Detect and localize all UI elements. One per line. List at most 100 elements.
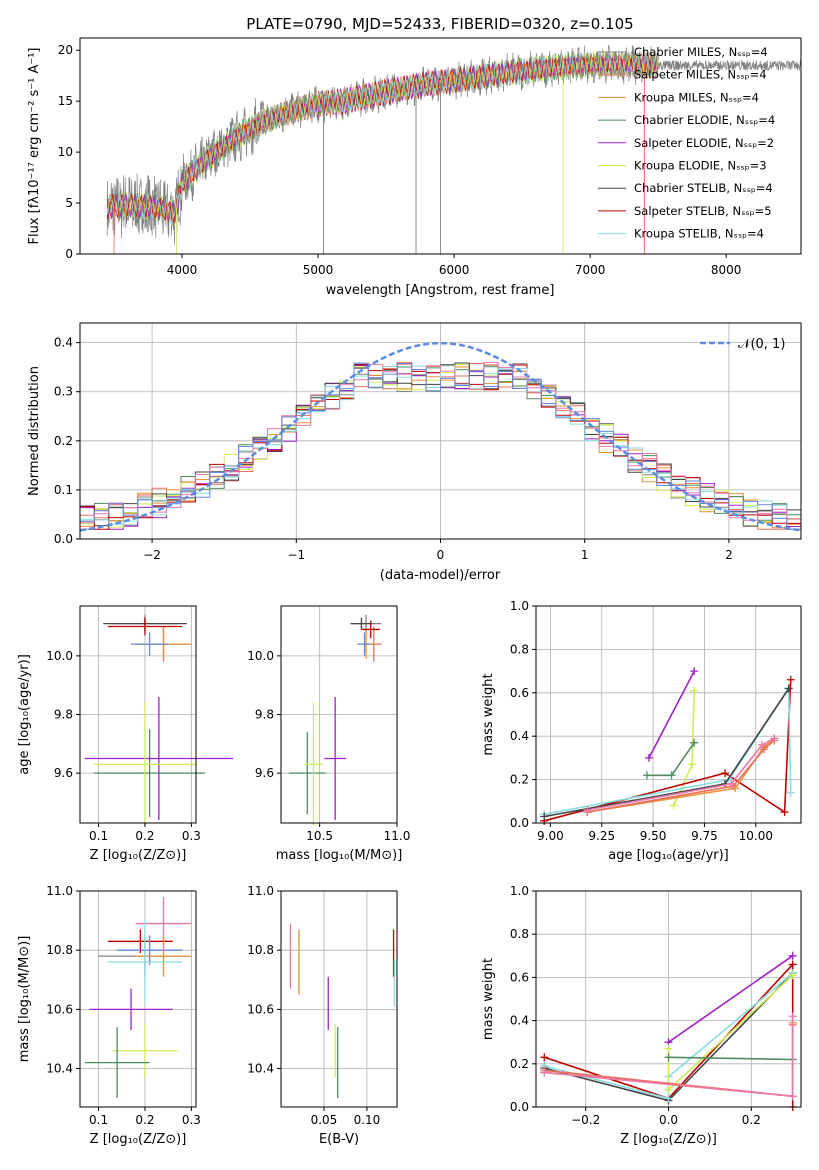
- y-tick-label: 0.2: [54, 434, 73, 448]
- residual-legend: 𝒩(0, 1): [700, 337, 785, 352]
- y-tick-label: 0: [65, 247, 73, 261]
- y-tick-label: 10.0: [46, 649, 73, 663]
- mass-weight-marker: [786, 788, 795, 797]
- y-tick-label: 0.8: [510, 642, 529, 656]
- mass-weight-line: [648, 670, 695, 759]
- y-tick-label: 0.3: [54, 385, 73, 399]
- x-tick-label: 0.1: [89, 1113, 108, 1127]
- mass-weight-line: [587, 737, 775, 813]
- model-spectrum: [106, 51, 659, 224]
- y-tick-label: 10.6: [46, 1002, 73, 1016]
- x-tick-label: 1: [581, 548, 589, 562]
- model-spectrum: [106, 50, 659, 226]
- x-tick-label: 0: [437, 548, 445, 562]
- mass-weight-marker: [720, 769, 729, 778]
- y-tick-label: 10.4: [247, 1062, 274, 1076]
- age-vs-mass-panel: 10.5 11.0 9.6 9.8 10.0 mass [log₁₀(M/M⊙)]: [247, 605, 411, 863]
- y-tick-label: 9.6: [255, 766, 274, 780]
- legend-label: Salpeter STELIB, Nₛₛₚ=5: [634, 204, 772, 218]
- x-tick-label: 6000: [439, 263, 470, 277]
- y-axis-label: mass weight: [481, 958, 496, 1040]
- y-tick-label: 0.1: [54, 483, 73, 497]
- x-axis-label: age [log₁₀(age/yr)]: [608, 848, 729, 863]
- mass-weight-marker: [690, 667, 699, 676]
- x-tick-label: 0.3: [182, 829, 201, 843]
- residual-xlabel: (data-model)/error: [380, 568, 501, 583]
- mass-weight-marker: [642, 771, 651, 780]
- x-tick-label: 2: [725, 548, 733, 562]
- legend-label: Kroupa STELIB, Nₛₛₚ=4: [634, 227, 764, 241]
- x-tick-label: 11.0: [384, 829, 411, 843]
- x-tick-label: 4000: [167, 263, 198, 277]
- mass-weight-line: [668, 955, 794, 1043]
- y-tick-label: 10.8: [46, 943, 73, 957]
- x-tick-label: 9.25: [588, 829, 615, 843]
- y-tick-label: 0.6: [510, 970, 529, 984]
- y-tick-label: 9.6: [54, 766, 73, 780]
- y-tick-label: 20: [58, 43, 73, 57]
- legend-label: Chabrier ELODIE, Nₛₛₚ=4: [634, 113, 775, 127]
- y-tick-label: 0.4: [510, 729, 529, 743]
- spectrum-frame: [79, 37, 802, 255]
- y-tick-label: 1.0: [510, 884, 529, 898]
- x-tick-label: 0.05: [311, 1113, 338, 1127]
- y-tick-label: 9.8: [54, 708, 73, 722]
- y-tick-label: 15: [58, 94, 73, 108]
- y-tick-label: 9.8: [255, 708, 274, 722]
- mass-weight-marker: [540, 812, 549, 821]
- mass-weight-line: [587, 737, 775, 811]
- model-spectrum: [106, 52, 659, 225]
- y-axis-label: mass [log₁₀(M/M⊙)]: [17, 936, 32, 1063]
- model-spectrum: [106, 51, 659, 223]
- y-tick-label: 0.6: [510, 686, 529, 700]
- x-tick-label: 0.2: [135, 1113, 154, 1127]
- model-spectrum: [106, 51, 659, 227]
- y-tick-label: 10.0: [247, 649, 274, 663]
- y-tick-label: 11.0: [46, 884, 73, 898]
- y-tick-label: 0.4: [510, 1014, 529, 1028]
- mass-weight-line: [667, 974, 794, 1092]
- mass-weight-marker: [757, 740, 766, 749]
- y-tick-label: 0.0: [510, 816, 529, 830]
- mass-weight-marker: [788, 960, 797, 969]
- model-spectrum: [106, 51, 659, 226]
- x-tick-label: 9.00: [537, 829, 564, 843]
- residual-histogram: [80, 362, 801, 530]
- y-tick-label: 10.4: [46, 1062, 73, 1076]
- y-tick-label: 1.0: [510, 599, 529, 613]
- residual-ylabel: Normed distribution: [27, 366, 42, 496]
- x-tick-label: 7000: [575, 263, 606, 277]
- normal-curve: [79, 341, 802, 532]
- x-tick-label: 0.2: [135, 829, 154, 843]
- mass-weight-marker: [788, 951, 797, 960]
- x-axis-label: Z [log₁₀(Z/Z⊙)]: [90, 1132, 187, 1147]
- x-tick-label: −0.2: [571, 1113, 600, 1127]
- figure-title: PLATE=0790, MJD=52433, FIBERID=0320, z=0…: [246, 15, 633, 33]
- legend-label: Salpeter ELODIE, Nₛₛₚ=2: [634, 136, 774, 150]
- mass-weight-marker: [786, 675, 795, 684]
- y-tick-label: 0.4: [54, 336, 73, 350]
- mass-weight-marker: [760, 745, 769, 754]
- mass-weight-line: [668, 1056, 793, 1061]
- x-axis-label: Z [log₁₀(Z/Z⊙)]: [90, 848, 187, 863]
- y-axis-label: mass weight: [481, 673, 496, 755]
- y-axis-label: age [log₁₀(age/yr)]: [17, 654, 32, 775]
- massweight-vs-metallicity-panel: −0.2 0.0 0.2 0.0 0.2 0.4 0.6 0.8 1.0 Z [log₁₀(Z/Z…: [481, 884, 802, 1147]
- mass-weight-marker: [788, 1012, 797, 1021]
- mass-vs-extinction-panel: 0.05 0.10 10.4 10.6 10.8 11.0 E(B-V): [247, 884, 398, 1147]
- mass-weight-marker: [727, 779, 736, 788]
- x-tick-label: 0.1: [89, 829, 108, 843]
- mass-vs-metallicity-panel: 0.1 0.2 0.3 10.4 10.6 10.8 11.0 Z [log₁₀(Z/Z⊙)]…: [17, 884, 201, 1147]
- x-tick-label: 0.10: [354, 1113, 381, 1127]
- spectrum-xlabel: wavelength [Angstrom, rest frame]: [326, 283, 555, 298]
- mass-weight-marker: [583, 805, 592, 814]
- spectrum-panel: 4000 5000 6000 7000 8000 0 5 10 15 20 wavelength …: [27, 37, 802, 298]
- y-tick-label: 10.6: [247, 1002, 274, 1016]
- legend-label: Salpeter MILES, Nₛₛₚ=4: [634, 68, 767, 82]
- y-tick-label: 0.2: [510, 1057, 529, 1071]
- model-spectrum: [106, 51, 659, 222]
- x-tick-label: 10.00: [739, 829, 773, 843]
- residual-histogram: [80, 362, 801, 530]
- x-tick-label: 9.75: [691, 829, 718, 843]
